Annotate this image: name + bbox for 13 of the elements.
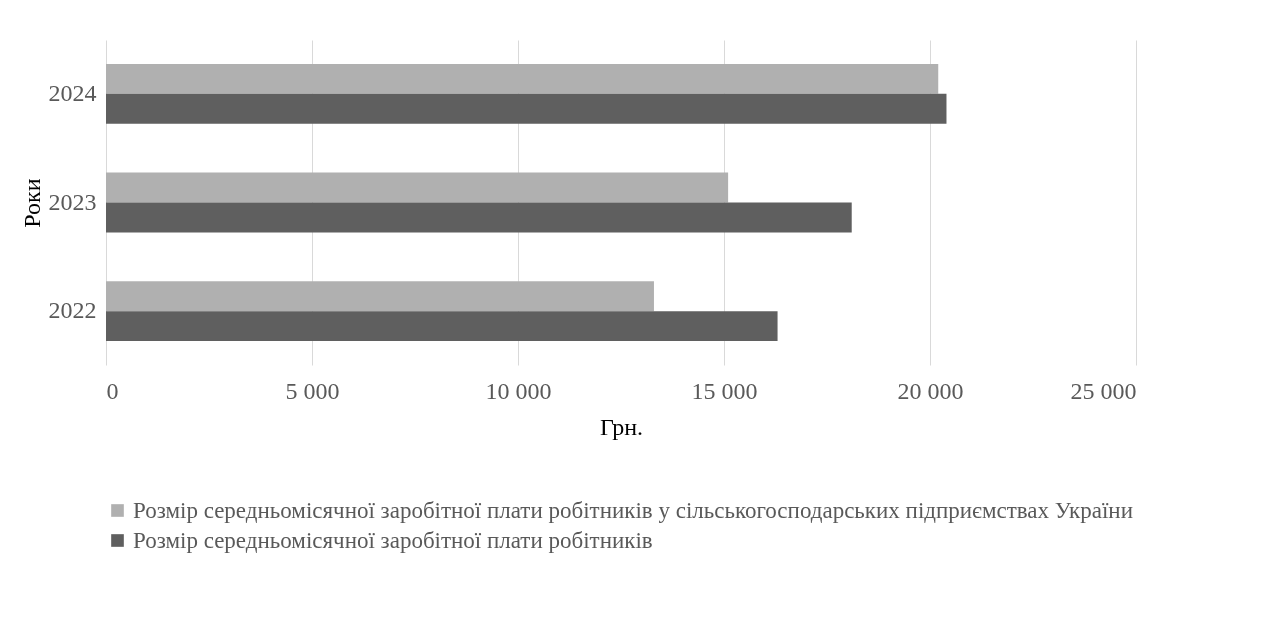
y-tick-label: 2024: [48, 79, 97, 106]
y-tick-label: 2022: [48, 297, 97, 324]
x-tick-label: 0: [106, 377, 119, 404]
y-tick-label: 2023: [48, 188, 97, 215]
y-axis-title: Роки: [18, 178, 45, 228]
x-tick-label: 25 000: [1070, 377, 1137, 404]
legend-label: Розмір середньомісячної заробітної плати робітників у сільськогосподарських підприємствах України: [133, 497, 1133, 523]
x-tick-label: 10 000: [485, 377, 552, 404]
x-tick-label: 5 000: [285, 377, 340, 404]
legend-label: Розмір середньомісячної заробітної плати робітників: [133, 527, 653, 553]
x-tick-label: 20 000: [897, 377, 964, 404]
x-axis-title: Грн.: [599, 413, 644, 440]
x-tick-label: 15 000: [691, 377, 758, 404]
